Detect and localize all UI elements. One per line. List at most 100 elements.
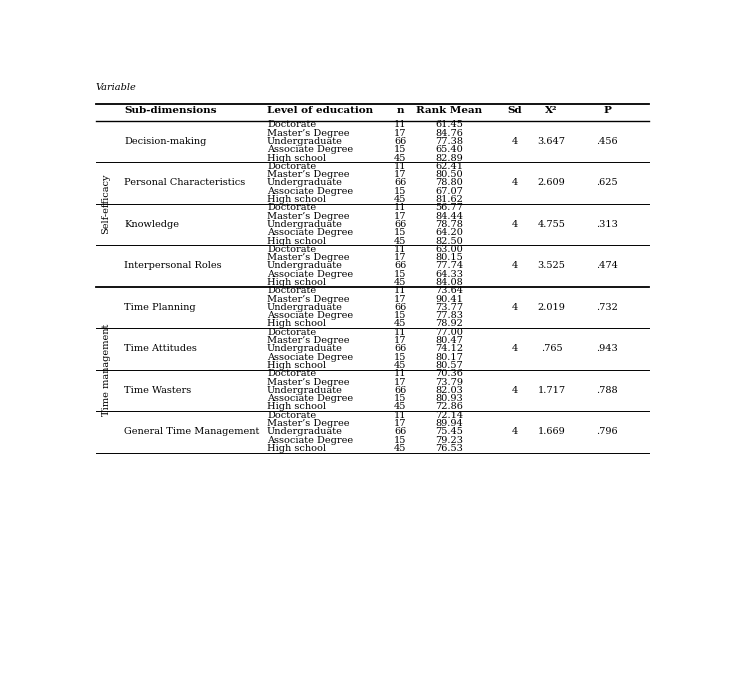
Text: Master’s Degree: Master’s Degree — [267, 336, 349, 345]
Text: .732: .732 — [596, 303, 618, 312]
Text: 17: 17 — [394, 378, 406, 387]
Text: 61.45: 61.45 — [436, 120, 463, 130]
Text: 15: 15 — [394, 269, 406, 279]
Text: 82.89: 82.89 — [436, 153, 463, 162]
Text: 80.17: 80.17 — [436, 353, 463, 361]
Text: Doctorate: Doctorate — [267, 245, 316, 254]
Text: 84.08: 84.08 — [436, 278, 463, 287]
Text: 45: 45 — [394, 319, 406, 329]
Text: .456: .456 — [596, 137, 618, 146]
Text: 15: 15 — [394, 436, 406, 445]
Text: 4: 4 — [512, 220, 518, 229]
Text: High school: High school — [267, 195, 326, 204]
Text: 80.57: 80.57 — [436, 361, 463, 370]
Text: 66: 66 — [394, 220, 406, 229]
Text: Undergraduate: Undergraduate — [267, 386, 343, 395]
Text: 17: 17 — [394, 295, 406, 303]
Text: X²: X² — [545, 106, 558, 115]
Text: 45: 45 — [394, 444, 406, 453]
Text: 2.609: 2.609 — [537, 179, 565, 188]
Text: 72.86: 72.86 — [436, 402, 463, 411]
Text: 66: 66 — [394, 344, 406, 353]
Text: .313: .313 — [596, 220, 618, 229]
Text: 73.77: 73.77 — [436, 303, 463, 312]
Text: Master’s Degree: Master’s Degree — [267, 378, 349, 387]
Text: 45: 45 — [394, 195, 406, 204]
Text: 17: 17 — [394, 419, 406, 428]
Text: Rank Mean: Rank Mean — [417, 106, 482, 115]
Text: 3.525: 3.525 — [537, 261, 565, 270]
Text: High school: High school — [267, 319, 326, 329]
Text: 11: 11 — [394, 369, 406, 379]
Text: Undergraduate: Undergraduate — [267, 220, 343, 229]
Text: 78.78: 78.78 — [436, 220, 463, 229]
Text: 56.77: 56.77 — [436, 203, 463, 212]
Text: 11: 11 — [394, 203, 406, 212]
Text: 80.50: 80.50 — [436, 170, 463, 179]
Text: Time Planning: Time Planning — [124, 303, 196, 312]
Text: 45: 45 — [394, 237, 406, 246]
Text: 66: 66 — [394, 303, 406, 312]
Text: 11: 11 — [394, 120, 406, 130]
Text: .788: .788 — [596, 386, 618, 395]
Text: .943: .943 — [596, 344, 618, 353]
Text: 65.40: 65.40 — [436, 145, 463, 154]
Text: 4: 4 — [512, 428, 518, 436]
Text: Associate Degree: Associate Degree — [267, 228, 353, 237]
Text: 4: 4 — [512, 137, 518, 146]
Text: 15: 15 — [394, 145, 406, 154]
Text: 4: 4 — [512, 179, 518, 188]
Text: .796: .796 — [596, 428, 618, 436]
Text: Doctorate: Doctorate — [267, 286, 316, 295]
Text: 66: 66 — [394, 179, 406, 188]
Text: 63.00: 63.00 — [436, 245, 463, 254]
Text: Knowledge: Knowledge — [124, 220, 179, 229]
Text: Personal Characteristics: Personal Characteristics — [124, 179, 246, 188]
Text: 90.41: 90.41 — [436, 295, 463, 303]
Text: 1.669: 1.669 — [537, 428, 565, 436]
Text: 67.07: 67.07 — [436, 187, 463, 196]
Text: 77.38: 77.38 — [436, 137, 463, 146]
Text: Self-efficacy: Self-efficacy — [102, 173, 110, 234]
Text: 78.80: 78.80 — [436, 179, 463, 188]
Text: 70.36: 70.36 — [436, 369, 463, 379]
Text: Associate Degree: Associate Degree — [267, 145, 353, 154]
Text: Associate Degree: Associate Degree — [267, 436, 353, 445]
Text: Master’s Degree: Master’s Degree — [267, 295, 349, 303]
Text: 45: 45 — [394, 153, 406, 162]
Text: 3.647: 3.647 — [537, 137, 565, 146]
Text: Undergraduate: Undergraduate — [267, 179, 343, 188]
Text: P: P — [603, 106, 611, 115]
Text: 15: 15 — [394, 228, 406, 237]
Text: 45: 45 — [394, 278, 406, 287]
Text: 11: 11 — [394, 328, 406, 337]
Text: .625: .625 — [596, 179, 618, 188]
Text: 15: 15 — [394, 353, 406, 361]
Text: 4: 4 — [512, 261, 518, 270]
Text: Master’s Degree: Master’s Degree — [267, 253, 349, 262]
Text: High school: High school — [267, 402, 326, 411]
Text: 78.92: 78.92 — [436, 319, 463, 329]
Text: Doctorate: Doctorate — [267, 328, 316, 337]
Text: 81.62: 81.62 — [436, 195, 463, 204]
Text: High school: High school — [267, 278, 326, 287]
Text: Associate Degree: Associate Degree — [267, 311, 353, 320]
Text: 11: 11 — [394, 245, 406, 254]
Text: Doctorate: Doctorate — [267, 203, 316, 212]
Text: High school: High school — [267, 237, 326, 246]
Text: Undergraduate: Undergraduate — [267, 261, 343, 270]
Text: 77.00: 77.00 — [436, 328, 463, 337]
Text: 15: 15 — [394, 311, 406, 320]
Text: Master’s Degree: Master’s Degree — [267, 419, 349, 428]
Text: 82.03: 82.03 — [436, 386, 463, 395]
Text: 17: 17 — [394, 336, 406, 345]
Text: Undergraduate: Undergraduate — [267, 428, 343, 436]
Text: 45: 45 — [394, 402, 406, 411]
Text: Undergraduate: Undergraduate — [267, 137, 343, 146]
Text: Doctorate: Doctorate — [267, 411, 316, 419]
Text: 80.47: 80.47 — [436, 336, 463, 345]
Text: 74.12: 74.12 — [436, 344, 463, 353]
Text: 4: 4 — [512, 303, 518, 312]
Text: 45: 45 — [394, 361, 406, 370]
Text: 82.50: 82.50 — [436, 237, 463, 246]
